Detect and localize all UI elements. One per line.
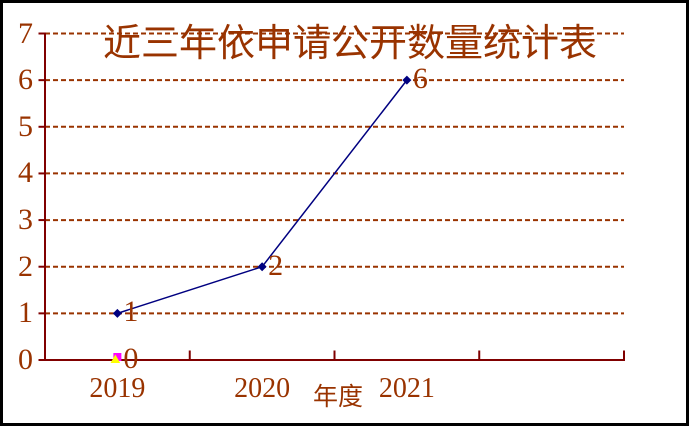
y-axis-label: 4 — [18, 156, 33, 190]
y-axis-label: 0 — [18, 343, 33, 376]
data-point-label: 1 — [123, 295, 139, 329]
data-point-label: 0 — [123, 342, 139, 375]
marker-triangle — [110, 354, 121, 363]
data-point-label: 6 — [412, 62, 428, 96]
chart-title: 近三年依申请公开数量统计表 — [102, 23, 597, 65]
x-axis-label: 2021 — [378, 373, 435, 404]
y-axis-label: 7 — [18, 16, 33, 50]
y-axis-label: 3 — [18, 203, 33, 237]
marker-diamond — [402, 75, 412, 85]
x-axis-label: 2019 — [89, 373, 146, 404]
y-axis-label: 2 — [18, 249, 33, 283]
series-line — [117, 79, 408, 315]
x-axis-label: 2020 — [234, 373, 291, 404]
data-point-label: 2 — [268, 248, 284, 282]
y-axis-label: 1 — [18, 296, 33, 330]
marker-diamond — [112, 308, 122, 318]
y-axis-label: 6 — [18, 63, 33, 97]
marker-diamond — [257, 262, 267, 272]
x-axis-title: 年度 — [312, 384, 363, 411]
marker-square — [113, 353, 122, 361]
y-axis-label: 5 — [18, 109, 33, 143]
